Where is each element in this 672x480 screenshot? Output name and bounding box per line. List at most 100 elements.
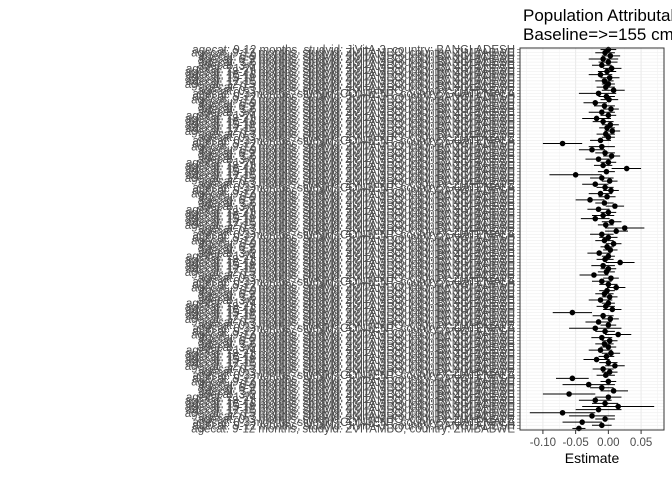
y-tick-label: agecat: 3-6 months, studyid: JiVitA-3, c… [199,245,515,257]
estimate-point [599,175,605,181]
estimate-point [585,381,592,388]
estimate-point [608,106,614,112]
estimate-point [609,128,616,134]
y-tick-label: agecat: 15-18 months, studyid: ZVITAMBO,… [185,308,516,320]
estimate-point [592,397,599,404]
y-tick-label: agecat: 3-6 months, studyid: JiVitA-3, c… [199,57,515,69]
y-tick-label: agecat: 6-9 months, studyid: JiVitA-3, c… [199,51,515,63]
y-tick-label: agecat: 0-3 months, studyid: JiVitA-3, c… [199,82,515,94]
y-tick-label: agecat: 0-3 months, studyid: CONTENT, co… [192,417,515,429]
y-tick-label: agecat: 0-3 months, studyid: ZVITAMBO, c… [198,320,516,332]
y-tick-label: agecat: 15-18 months, studyid: ZVITAMBO,… [185,214,516,226]
estimate-point [595,90,602,97]
y-tick-label: agecat: 6-9 months, studyid: ZVITAMBO, c… [198,54,516,66]
estimate-point [600,118,606,125]
estimate-point [605,112,612,119]
estimate-point [600,56,606,62]
y-tick-label: agecat: 0-3 months, studyid: ZVITAMBO, c… [198,367,516,379]
y-tick-label: agecat: 12-15 months, studyid: ZVITAMBO,… [185,361,516,373]
y-tick-label: agecat: 6-9 months, studyid: ZVITAMBO, c… [198,336,516,348]
estimate-point [606,369,613,375]
y-tick-label: agecat: 9-12 months, studyid: JiVitA-3, … [192,185,515,197]
y-tick-label: agecat: 9-12 months, studyid: JiVitA-3, … [192,232,515,244]
estimate-point [603,353,610,360]
y-tick-label: agecat: 6-9 months, studyid: ZVITAMBO, c… [198,195,516,207]
estimate-point [613,284,620,291]
estimate-point [617,259,623,266]
estimate-point [606,74,613,81]
y-tick-label: agecat: 12-15 months, studyid: ZVITAMBO,… [185,267,516,279]
y-tick-label: agecat: 3-6 months, studyid: ZVITAMBO, c… [198,295,516,307]
estimate-point [595,319,602,325]
estimate-point [605,234,612,241]
y-tick-label: agecat: 12-15 months, studyid: JiVitA-3,… [186,170,515,182]
y-tick-label: agecat: 0-3 months, studyid: ZVITAMBO, c… [198,226,516,238]
estimate-point [615,403,621,410]
estimate-point [592,325,599,332]
estimate-point [595,206,602,213]
estimate-point [605,209,612,216]
estimate-point [600,312,606,319]
y-tick-label: agecat: 6-9 months, studyid: ZVITAMBO, c… [198,383,516,395]
x-axis: -0.10 -0.05 0.00 0.05 [530,430,652,449]
y-tick-label: agecat: 15-18 months, studyid: ZVITAMBO,… [185,167,516,179]
y-tick-label: agecat: 12-15 months, studyid: JiVitA-3,… [186,76,515,88]
estimate-point [606,294,613,300]
y-tick-label: agecat: 9-12 months, studyid: JiVitA-3, … [192,92,515,104]
estimate-point [605,394,612,400]
y-tick-label: agecat: 12-15 months, studyid: JiVitA-3,… [186,311,515,323]
y-tick-label: agecat: 12-15 months, studyid: ZVITAMBO,… [185,314,516,326]
estimate-point [605,59,612,65]
y-tick-label: agecat: 21-24 months, studyid: JiVitA-3,… [186,345,515,357]
y-tick-label: agecat: 12-15 months, studyid: ZVITAMBO,… [185,220,516,232]
y-tick-label: agecat: 18-21 months, studyid: ZVITAMBO,… [185,301,516,313]
y-tick-label: agecat: 0-3 months, studyid: CONTENT, co… [192,182,515,194]
y-tick-label: agecat: 3-6 months, studyid: ZVITAMBO, c… [198,389,516,401]
y-tick-label: agecat: 0-3 months, studyid: JiVitA-3, c… [199,317,515,329]
y-tick-label: agecat: 9-12 months, studyid: ZVITAMBO, … [191,423,515,435]
estimate-point [605,344,612,350]
y-tick-label: agecat: 18-21 months, studyid: ZVITAMBO,… [185,207,516,219]
y-tick-label: agecat: 6-9 months, studyid: JiVitA-3, c… [199,98,515,110]
y-tick-label: agecat: 9-12 months, studyid: JiVitA-3, … [192,420,515,432]
estimate-point [566,391,572,397]
plot-title-line-1: Population Attributable Fraction [523,6,672,25]
y-tick-label: agecat: 9-12 months, studyid: ZVITAMBO, … [191,330,515,342]
y-tick-label: agecat: 18-21 months, studyid: ZVITAMBO,… [185,113,516,125]
y-tick-label: agecat: 12-15 months, studyid: JiVitA-3,… [186,123,515,135]
estimate-point [609,306,616,313]
y-tick-label: agecat: 3-6 months, studyid: JiVitA-3, c… [199,151,515,163]
y-tick-label: agecat: 21-24 months, studyid: JiVitA-3,… [186,392,515,404]
y-tick-label: agecat: 6-9 months, studyid: ZVITAMBO, c… [198,289,516,301]
estimate-point [595,156,602,162]
estimate-point [595,406,602,413]
estimate-point [621,225,628,231]
y-tick-label: agecat: 15-18 months, studyid: JiVitA-3,… [186,351,515,363]
y-tick-label: agecat: 0-3 months, studyid: JiVitA-3, c… [199,411,515,423]
y-tick-label: agecat: 15-18 months, studyid: JiVitA-3,… [186,117,515,129]
plot-title-line-2: Baseline=>=155 cm [523,25,672,44]
x-tick-label: 0.00 [597,437,619,449]
y-tick-label: agecat: 9-12 months, studyid: JiVitA-3, … [192,279,515,291]
estimate-point [597,71,604,78]
y-tick-label: agecat: 15-18 months, studyid: ZVITAMBO,… [185,402,516,414]
y-tick-label: agecat: 3-6 months, studyid: JiVitA-3, c… [199,386,515,398]
estimate-point [615,331,621,338]
estimate-point [592,215,599,222]
estimate-point [596,250,602,256]
y-tick-label: agecat: 6-9 months, studyid: ZVITAMBO, c… [198,148,516,160]
estimate-point [600,212,606,219]
y-tick-label: agecat: 9-12 months, studyid: ZVITAMBO, … [191,48,515,60]
estimate-point [602,303,609,310]
estimate-point [605,281,612,288]
estimate-point [601,200,608,206]
estimate-point [602,256,608,263]
y-tick-label: agecat: 18-21 months, studyid: ZVITAMBO,… [185,254,516,266]
estimate-point [608,153,615,159]
estimate-point [601,290,608,297]
estimate-point [572,172,579,178]
y-tick-label: agecat: 15-18 months, studyid: ZVITAMBO,… [185,120,516,132]
estimate-point [603,168,610,175]
estimate-point [602,84,609,90]
